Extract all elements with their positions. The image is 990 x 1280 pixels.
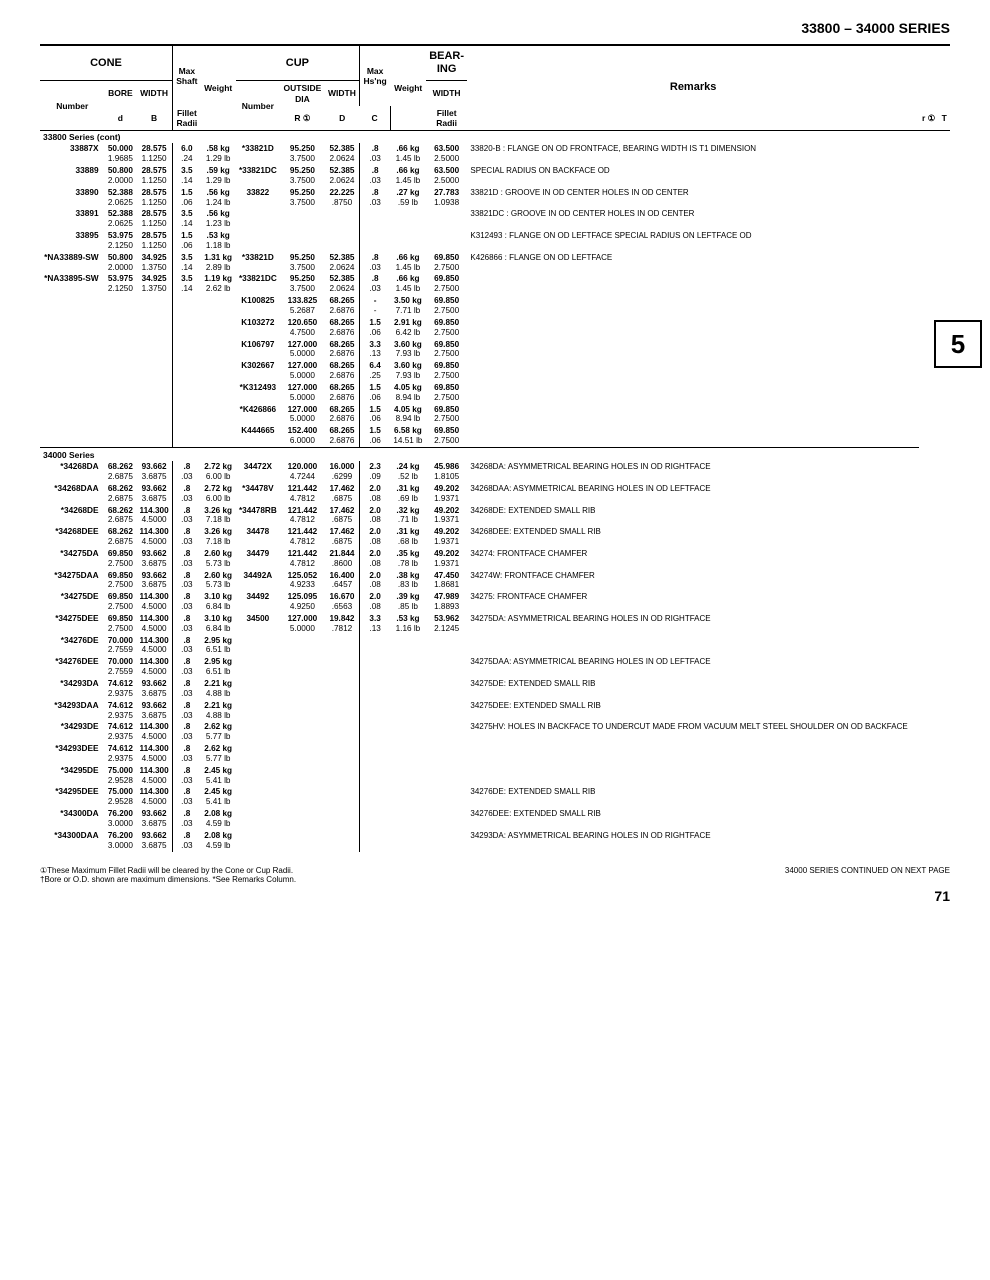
table-row: *34276DEE70.0002.7559114.3004.5000.8.032… <box>40 656 950 678</box>
table-row: *34268DEE68.2622.6875114.3004.5000.8.033… <box>40 526 950 548</box>
table-row: *NA33889-SW50.8002.000034.9251.37503.5.1… <box>40 252 950 274</box>
table-row: *34293DE74.6122.9375114.3004.5000.8.032.… <box>40 721 950 743</box>
table-row: K302667127.0005.000068.2652.68766.4.253.… <box>40 360 950 382</box>
footnote-right: 34000 SERIES CONTINUED ON NEXT PAGE <box>785 866 950 884</box>
header-cup: CUP <box>236 46 360 81</box>
header-bore: BORE <box>105 81 137 106</box>
header-T: T <box>938 106 950 131</box>
table-row: 3389152.3882.062528.5751.12503.5.14.56 k… <box>40 208 950 230</box>
footer: ①These Maximum Fillet Radii will be clea… <box>40 866 950 884</box>
table-row: 3388950.8002.000028.5751.12503.5.14.59 k… <box>40 165 950 187</box>
side-tab: 5 <box>934 320 982 368</box>
table-row: *34293DAA74.6122.937593.6623.6875.8.032.… <box>40 700 950 722</box>
header-d: d <box>105 106 137 131</box>
table-row: *34300DAA76.2003.000093.6623.6875.8.032.… <box>40 830 950 852</box>
header-B: B <box>136 106 172 131</box>
table-row: *34268DE68.2622.6875114.3004.5000.8.033.… <box>40 505 950 527</box>
footnote-left: ①These Maximum Fillet Radii will be clea… <box>40 866 296 884</box>
header-width-t: WIDTH <box>426 81 468 106</box>
page-number: 71 <box>40 888 950 904</box>
header-max-hsng: Max Hs'ng <box>360 46 390 106</box>
header-C: C <box>360 106 390 131</box>
table-row: *K312493127.0005.000068.2652.68761.5.064… <box>40 382 950 404</box>
table-row: *34275DEE69.8502.7500114.3004.5000.8.033… <box>40 613 950 635</box>
table-row: *34295DE75.0002.9528114.3004.5000.8.032.… <box>40 765 950 787</box>
bearing-table: CONE Max Shaft Weight CUP Max Hs'ng Weig… <box>40 46 950 852</box>
header-D: D <box>325 106 360 131</box>
table-row: K106797127.0005.000068.2652.68763.3.133.… <box>40 339 950 361</box>
table-row: *34275DA69.8502.750093.6623.6875.8.032.6… <box>40 548 950 570</box>
header-bearing: BEAR- ING <box>426 46 468 81</box>
header-max-shaft: Max Shaft <box>173 46 201 106</box>
table-row: *34275DAA69.8502.750093.6623.6875.8.032.… <box>40 570 950 592</box>
table-row: *34275DE69.8502.7500114.3004.5000.8.033.… <box>40 591 950 613</box>
header-remarks: Remarks <box>467 46 918 131</box>
header-width-b: WIDTH <box>136 81 172 106</box>
table-row: *K426866127.0005.000068.2652.68761.5.064… <box>40 404 950 426</box>
table-row: 3389052.3882.062528.5751.12501.5.06.56 k… <box>40 187 950 209</box>
table-row: *NA33895-SW53.9752.125034.9251.37503.5.1… <box>40 273 950 295</box>
table-row: 33887X50.0001.968528.5751.12506.0.24.58 … <box>40 143 950 165</box>
header-r1: r ① <box>919 106 939 131</box>
header-number1: Number <box>40 81 105 131</box>
header-cone: CONE <box>40 46 173 81</box>
header-weight1: Weight <box>201 46 236 131</box>
header-weight2: Weight <box>390 46 426 131</box>
header-fillet2: Fillet Radii <box>426 106 468 131</box>
header-outside-dia: OUTSIDE DIA <box>280 81 325 106</box>
header-width-c: WIDTH <box>325 81 360 106</box>
table-row: K444665152.4006.000068.2652.68761.5.066.… <box>40 425 950 447</box>
table-row: *34295DEE75.0002.9528114.3004.5000.8.032… <box>40 786 950 808</box>
header-R1: R ① <box>280 106 325 131</box>
table-row: *34268DA68.2622.687593.6623.6875.8.032.7… <box>40 461 950 483</box>
header-fillet1: Fillet Radii <box>173 106 201 131</box>
table-row: *34268DAA68.2622.687593.6623.6875.8.032.… <box>40 483 950 505</box>
table-row: *34276DE70.0002.7559114.3004.5000.8.032.… <box>40 635 950 657</box>
table-row: *34293DEE74.6122.9375114.3004.5000.8.032… <box>40 743 950 765</box>
table-row: 3389553.9752.125028.5751.12501.5.06.53 k… <box>40 230 950 252</box>
series-title: 33800 – 34000 SERIES <box>40 20 950 36</box>
table-row: *34293DA74.6122.937593.6623.6875.8.032.2… <box>40 678 950 700</box>
table-row: K103272120.6504.750068.2652.68761.5.062.… <box>40 317 950 339</box>
table-row: K100825133.8255.268768.2652.6876--3.50 k… <box>40 295 950 317</box>
header-number2: Number <box>236 81 281 131</box>
table-row: *34300DA76.2003.000093.6623.6875.8.032.0… <box>40 808 950 830</box>
